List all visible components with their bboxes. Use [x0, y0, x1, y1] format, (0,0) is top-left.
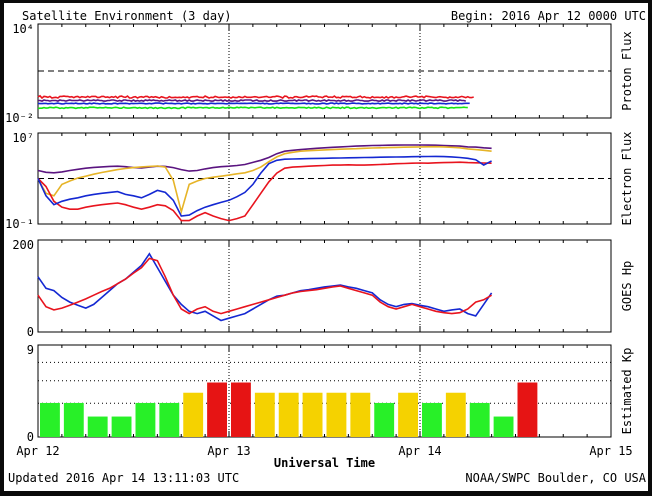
y-tick-label: 0 [27, 430, 34, 444]
kp-bar [111, 416, 132, 437]
series-line-red [37, 161, 492, 222]
kp-bar [231, 382, 251, 437]
y-tick-label: 10⁻² [5, 111, 34, 125]
kp-bar [493, 416, 514, 437]
kp-bar [159, 402, 180, 437]
y-tick-label: 0 [27, 325, 34, 339]
kp-bar [374, 402, 395, 437]
kp-bar [63, 402, 84, 437]
y-tick-label: 10⁷ [12, 131, 34, 145]
kp-bar [254, 392, 275, 437]
x-tick-label: Apr 15 [589, 444, 632, 458]
kp-bar [350, 392, 371, 437]
kp-bar [40, 402, 60, 437]
series-line-red [37, 257, 493, 315]
chart-frame: Satellite Environment (3 day) Begin: 201… [4, 3, 648, 491]
chart-title: Satellite Environment (3 day) [22, 9, 232, 23]
kp-bar [135, 402, 156, 437]
series-line-blue [37, 155, 492, 217]
kp-bar [445, 392, 466, 437]
kp-bar [326, 392, 347, 437]
y-tick-label: 9 [27, 343, 34, 357]
x-tick-label: Apr 12 [16, 444, 59, 458]
credit: NOAA/SWPC Boulder, CO USA [465, 471, 646, 485]
kp-bar [398, 392, 418, 437]
kp-bar [422, 402, 442, 437]
kp-bar [87, 416, 108, 437]
series-line-purple [38, 99, 467, 103]
chart-svg: 10⁴ 10⁻² Proton Flux 10⁷ 10⁻¹ Electron Flux 20… [5, 22, 634, 470]
y-axis-label: Electron Flux [620, 132, 634, 226]
kp-bar [207, 382, 227, 437]
y-axis-label: Proton Flux [620, 31, 634, 110]
y-tick-label: 200 [12, 238, 34, 252]
series-line-blue [37, 102, 470, 105]
x-tick-label: Apr 14 [398, 444, 441, 458]
y-tick-label: 10⁻¹ [5, 217, 34, 231]
y-axis-label: GOES Hp [620, 261, 634, 312]
series-line-green [37, 106, 468, 110]
kp-bar [517, 382, 538, 437]
begin-time: Begin: 2016 Apr 12 0000 UTC [450, 9, 646, 23]
kp-bar [302, 392, 323, 437]
updated-time: Updated 2016 Apr 14 13:11:03 UTC [8, 471, 240, 485]
series-line-blue [37, 252, 493, 322]
kp-bar [183, 392, 204, 437]
series-line-red [37, 94, 474, 100]
x-axis-label: Universal Time [274, 456, 375, 470]
series-line-gold [37, 145, 492, 215]
y-tick-label: 10⁴ [12, 22, 34, 36]
y-axis-label: Estimated Kp [620, 348, 634, 435]
kp-bar [278, 392, 299, 437]
x-tick-label: Apr 13 [207, 444, 250, 458]
series-line-purple [37, 144, 492, 174]
kp-bar [469, 402, 490, 437]
panel-frame [37, 239, 612, 333]
